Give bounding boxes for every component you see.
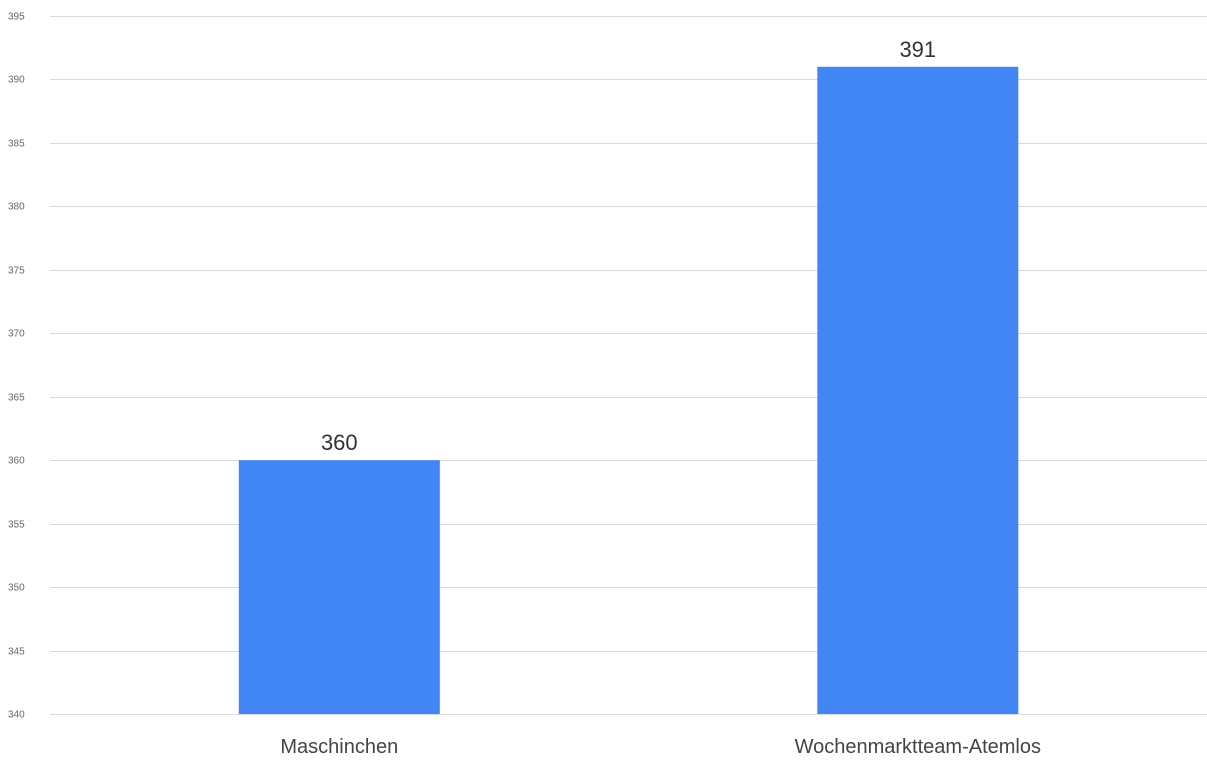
x-category-label: Wochenmarktteam-Atemlos: [795, 736, 1041, 758]
y-tick-label: 355: [8, 520, 25, 531]
bar-value-label: 360: [321, 430, 358, 455]
y-tick-label: 380: [8, 202, 25, 213]
bars: [238, 66, 1019, 715]
y-tick-label: 340: [8, 710, 25, 721]
x-axis-ticks: Maschinchen Wochenmarktteam-Atemlos: [280, 736, 1041, 758]
bar-wochenmarktteam-atemlos: [817, 66, 1019, 715]
y-axis-ticks: 340 345 350 355 360 365 370 375 380 385 390 395: [8, 12, 25, 721]
y-tick-label: 350: [8, 583, 25, 594]
bar-maschinchen: [238, 460, 440, 714]
gridlines: [50, 16, 1207, 715]
y-tick-label: 390: [8, 75, 25, 86]
y-tick-label: 360: [8, 456, 25, 467]
x-category-label: Maschinchen: [280, 736, 398, 758]
data-labels: 360 391: [321, 37, 936, 455]
y-tick-label: 370: [8, 329, 25, 340]
y-tick-label: 395: [8, 12, 25, 23]
y-tick-label: 385: [8, 139, 25, 150]
y-tick-label: 365: [8, 393, 25, 404]
y-tick-label: 375: [8, 266, 25, 277]
bar-value-label: 391: [899, 37, 936, 62]
y-tick-label: 345: [8, 647, 25, 658]
